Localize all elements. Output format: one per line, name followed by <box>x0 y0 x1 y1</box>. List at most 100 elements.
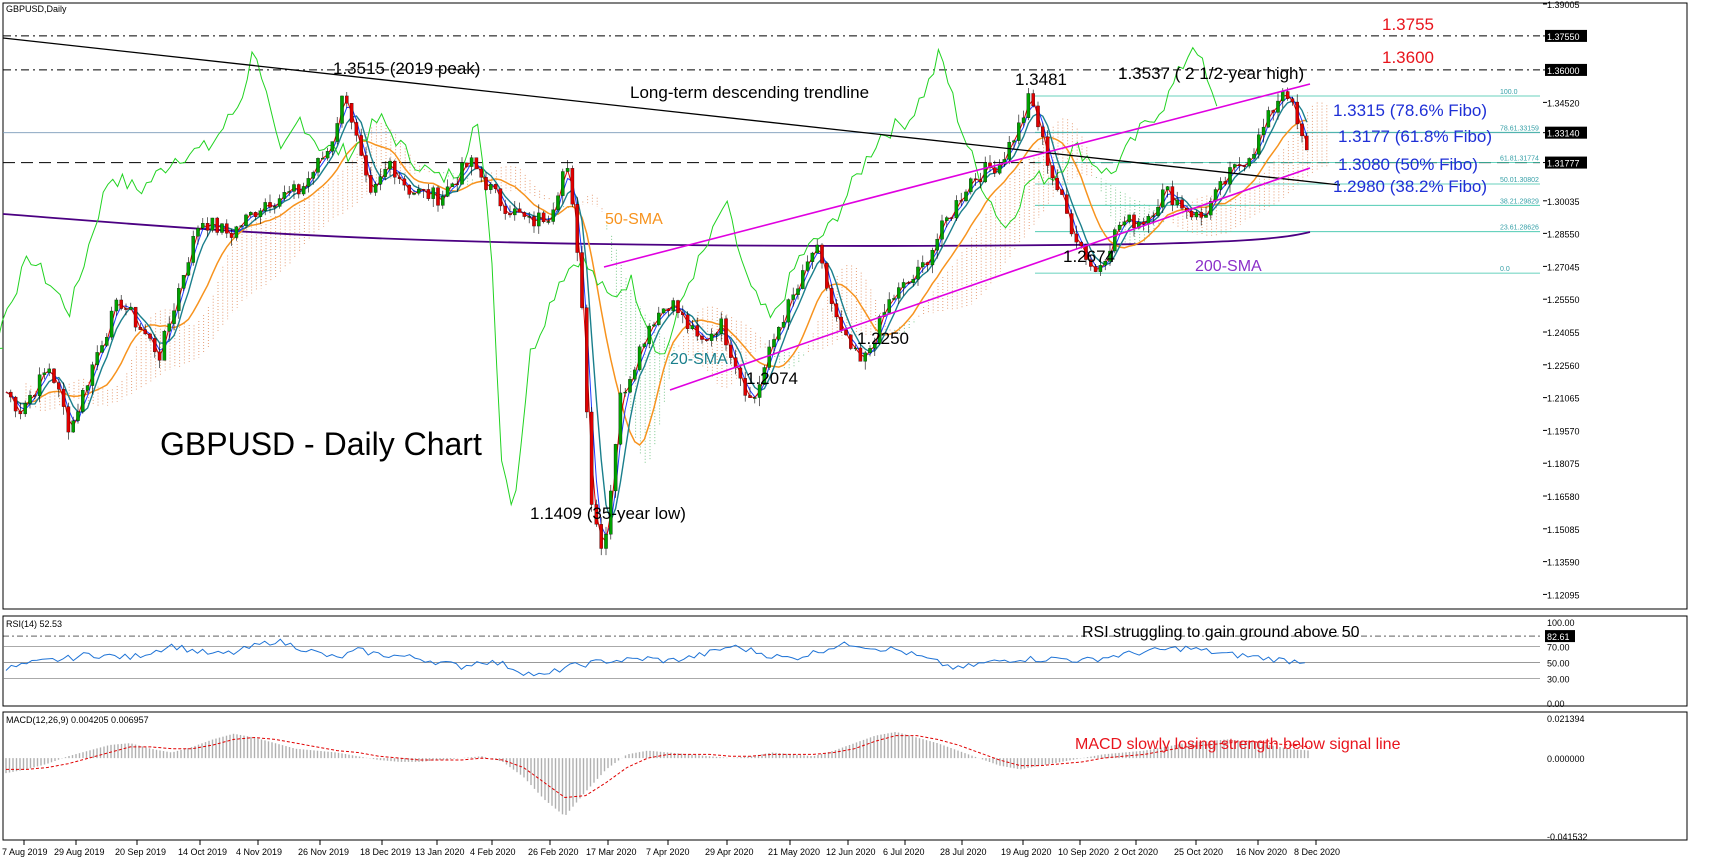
candle-body <box>186 262 191 276</box>
date-tick-label: 12 Jun 2020 <box>826 847 876 857</box>
candle-body <box>1175 199 1179 206</box>
price-tick-label: 1.25550 <box>1547 295 1580 305</box>
candle-body <box>695 325 699 337</box>
candle-body <box>661 308 666 314</box>
date-tick-label: 7 Apr 2020 <box>646 847 690 857</box>
candle-body <box>834 303 839 318</box>
candle-body <box>580 252 584 308</box>
candle-body <box>81 390 85 412</box>
candle-body <box>364 155 368 176</box>
low-35-year-label: 1.1409 (35-year low) <box>530 504 686 523</box>
low-1-2250-label: 1.2250 <box>857 329 909 348</box>
candle-body <box>1204 214 1208 218</box>
macd-indicator: 0.021394 0.000000 -0.041532 MACD slowly los… <box>5 714 1588 842</box>
candle-body <box>191 236 195 263</box>
candle-body <box>421 189 426 191</box>
candle-body <box>647 325 651 344</box>
macd-signal-line <box>6 735 1311 799</box>
date-tick-label: 10 Sep 2020 <box>1058 847 1109 857</box>
candle-body <box>1041 126 1045 137</box>
candle-body <box>330 141 335 152</box>
candle-body <box>287 191 291 193</box>
candle-body <box>85 385 90 391</box>
low-1-2074-label: 1.2074 <box>746 369 798 388</box>
channel-upper-line <box>603 83 1311 268</box>
level-1-3755-label: 1.3755 <box>1382 15 1434 34</box>
candle-body <box>306 178 311 187</box>
macd-header: MACD(12,26,9) 0.004205 0.006957 <box>6 715 149 725</box>
candle-body <box>786 299 791 323</box>
sma-200-label: 200-SMA <box>1195 258 1262 275</box>
price-axis: 1.39005 1.37550 1.36000 1.34520 1.33140 1.317… <box>1543 0 1587 600</box>
candle-body <box>973 178 978 180</box>
rsi-tick-label: 100.00 <box>1547 618 1575 628</box>
candle-body <box>1237 164 1242 166</box>
candle-body <box>1213 189 1218 202</box>
candle-body <box>801 270 805 289</box>
candle-body <box>642 343 647 347</box>
candle-body <box>1281 91 1285 102</box>
candle-body <box>513 208 517 216</box>
price-tick-label: 1.19570 <box>1547 426 1580 436</box>
candle-body <box>28 395 32 404</box>
candle-body <box>229 233 234 238</box>
price-tick-label: 1.27045 <box>1547 262 1580 272</box>
candle-body <box>1050 165 1055 179</box>
candle-body <box>796 288 800 295</box>
rsi-tick-label: 50.00 <box>1547 659 1570 669</box>
candle-body <box>378 176 383 185</box>
candle-body <box>1151 215 1155 217</box>
candle-body <box>1122 221 1127 226</box>
candle-body <box>1161 189 1165 208</box>
candle-body <box>57 382 61 390</box>
fibo-label: 38.21.29829 <box>1500 198 1539 205</box>
candle-body <box>897 287 901 299</box>
candle-body <box>407 184 411 195</box>
candle-body <box>489 184 493 190</box>
candle-body <box>1295 101 1299 125</box>
candle-body <box>1170 186 1175 206</box>
candle-body <box>1127 214 1131 222</box>
candle-body <box>359 135 363 156</box>
rsi-panel <box>2 615 1688 707</box>
candle-body <box>436 187 440 206</box>
candle-body <box>277 198 282 207</box>
candle-body <box>493 184 498 189</box>
level-1-3600-label: 1.3600 <box>1382 48 1434 67</box>
date-tick-label: 29 Apr 2020 <box>705 847 754 857</box>
candle-body <box>292 184 296 192</box>
candle-body <box>37 374 42 396</box>
candle-body <box>945 217 949 221</box>
date-tick-label: 25 Oct 2020 <box>1174 847 1223 857</box>
price-tick-label: 1.24055 <box>1547 328 1580 338</box>
candle-body <box>148 333 152 339</box>
candle-body <box>52 368 56 383</box>
candle-body <box>743 378 747 396</box>
candle-body <box>719 318 723 334</box>
price-tick-label: 1.13590 <box>1547 558 1580 568</box>
candle-body <box>1031 93 1035 107</box>
candle-body <box>105 337 109 346</box>
candle-body <box>772 339 776 348</box>
fibo-label: 78.61.33159 <box>1500 125 1539 132</box>
candle-body <box>498 188 503 207</box>
candle-body <box>1180 199 1184 209</box>
price-tick-label: 1.34520 <box>1547 98 1580 108</box>
candle-body <box>71 420 75 433</box>
candle-body <box>474 157 479 170</box>
candle-body <box>1074 233 1079 243</box>
candle-body <box>196 228 200 237</box>
date-tick-label: 26 Feb 2020 <box>528 847 579 857</box>
price-tick-label: 1.39005 <box>1547 0 1580 10</box>
candle-body <box>762 367 767 385</box>
macd-tick-label: 0.021394 <box>1547 714 1585 724</box>
candle-body <box>623 391 627 394</box>
candle-body <box>527 216 531 218</box>
candle-body <box>90 364 95 386</box>
candle-body <box>273 206 277 208</box>
candle-body <box>637 346 642 371</box>
high-1-3481-label: 1.3481 <box>1015 70 1067 89</box>
candle-body <box>997 164 1002 174</box>
candle-body <box>42 372 47 375</box>
